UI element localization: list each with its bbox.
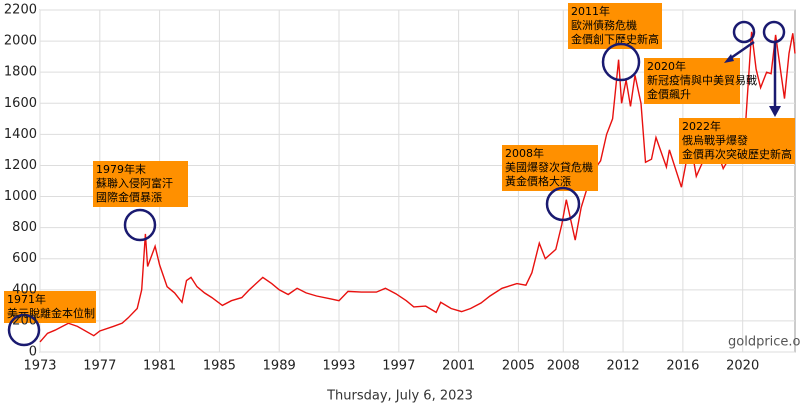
line-layer	[39, 31, 796, 343]
x-tick-label: 1993	[322, 359, 355, 374]
x-tick-label: 2008	[547, 359, 580, 374]
y-tick-label: 1400	[4, 127, 37, 142]
price-line	[39, 31, 796, 343]
annotation-box	[4, 291, 96, 323]
grid	[39, 9, 795, 353]
watermark: goldprice.org	[728, 335, 800, 350]
circle	[732, 20, 756, 44]
annotation-box	[679, 118, 795, 164]
y-tick-label: 2200	[4, 3, 37, 18]
y-tick-label: 1800	[4, 65, 37, 80]
y-tick-label: 1200	[4, 158, 37, 173]
y-tick-label: 200	[12, 313, 37, 328]
annotation-text: 黃金價格大漲	[505, 174, 571, 188]
x-tick-label: 1977	[83, 359, 116, 374]
x-tick-label: 2001	[442, 359, 475, 374]
annotation-text: 歐洲債務危機	[571, 18, 637, 32]
x-tick-label: 2005	[502, 359, 535, 374]
y-tick-label: 1600	[4, 96, 37, 111]
arrow	[727, 40, 755, 62]
circle	[601, 42, 641, 82]
x-tick-label: 2020	[726, 359, 759, 374]
annotation-text: 金價再次突破歷史新高	[682, 147, 792, 161]
annotation-text: 金價創下歷史新高	[571, 32, 659, 46]
annotation-text: 2020年	[647, 59, 686, 73]
y-tick-label: 1000	[4, 189, 37, 204]
markers	[7, 20, 786, 347]
circle	[545, 186, 581, 222]
annotation-text: 1971年	[7, 292, 46, 306]
annotation-text: 2008年	[505, 146, 544, 160]
annotation-text: 蘇聯入侵阿富汗	[96, 176, 173, 190]
annotation-text: 美國爆發次貸危機	[505, 160, 593, 174]
arrow-head	[769, 106, 781, 117]
date: Thursday, July 6, 2023	[326, 389, 473, 404]
annotation-box	[644, 58, 740, 104]
y-tick-label: 2000	[4, 34, 37, 49]
annotation-text: 國際金價暴漲	[96, 190, 162, 204]
x-tick-label: 1981	[143, 359, 176, 374]
circle	[7, 313, 41, 347]
y-tick-label: 800	[12, 220, 37, 235]
annotation-text: 2022年	[682, 119, 721, 133]
annotations: 1971年美元脫離金本位制1979年末蘇聯入侵阿富汗國際金價暴漲2008年美國爆…	[4, 3, 795, 323]
x-tick-label: 2016	[666, 359, 699, 374]
circle	[123, 208, 157, 242]
y-tick-label: 400	[12, 282, 37, 297]
x-tick-label: 2012	[607, 359, 640, 374]
arrow-head	[724, 54, 734, 63]
x-tick-label: 1985	[203, 359, 236, 374]
annotation-box	[93, 161, 188, 207]
y-tick-label: 0	[29, 345, 37, 360]
annotation-text: 金價飆升	[647, 87, 691, 101]
annotation-box	[568, 3, 662, 49]
annotation-text: 俄烏戰爭爆發	[682, 133, 748, 147]
annotation-text: 2011年	[571, 4, 610, 18]
annotation-box	[502, 145, 598, 191]
y-tick-label: 600	[12, 251, 37, 266]
annotation-text: 1979年末	[96, 162, 146, 176]
x-tick-label: 1989	[263, 359, 296, 374]
annotation-text: 新冠疫情與中美貿易戰	[647, 73, 757, 87]
x-tick-label: 1997	[382, 359, 415, 374]
x-tick-label: 1973	[23, 359, 56, 374]
